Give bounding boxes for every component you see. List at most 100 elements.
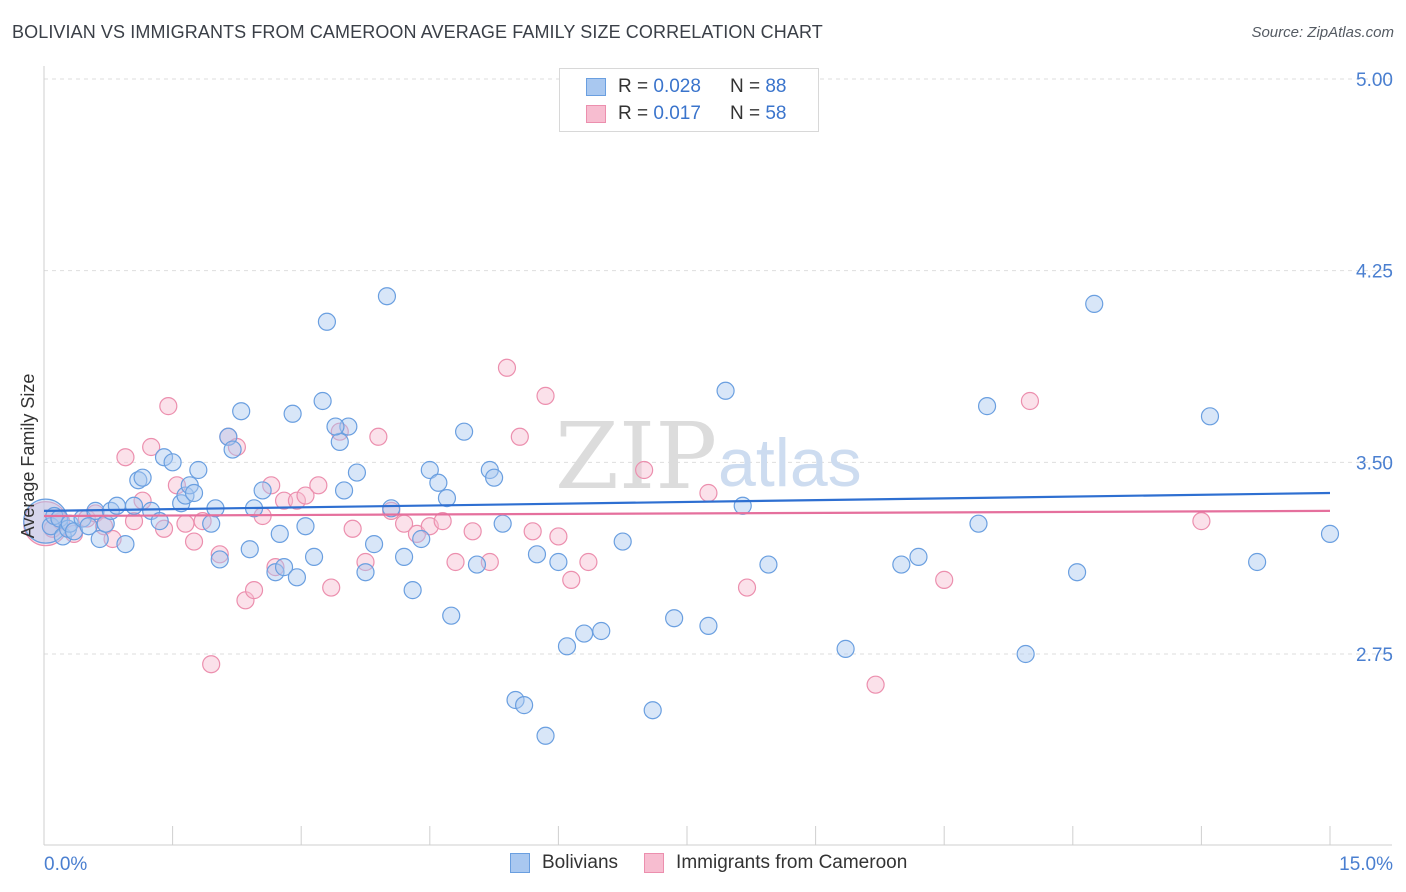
bolivian-point [317,312,337,331]
bolivian-point [184,483,204,503]
bolivian-point [699,616,718,635]
y-tick-label: 3.50 [1356,453,1393,474]
cameroon-point [343,519,362,538]
bolivian-point [1320,524,1340,543]
legend-swatch-pink [586,105,606,123]
bolivian-point [1016,644,1035,664]
bolivian-point [266,563,285,582]
bolivian-point [420,460,439,480]
cameroon-point [866,675,885,694]
bolivian-point [154,448,174,467]
bolivian-point [733,496,752,515]
cameroon-point [369,427,388,446]
bolivian-point [716,381,735,400]
cameroon-point [184,532,204,551]
y-axis-label: Average Family Size [18,374,38,539]
cameroon-point [446,552,465,572]
cameroon-point [699,483,718,503]
y-tick-label: 5.00 [1356,70,1393,91]
bolivian-point [485,468,504,487]
bolivian-point [909,547,928,566]
cameroon-point [142,437,161,457]
bolivian-point [330,432,349,451]
legend-item-bolivians[interactable]: Bolivians [510,852,618,874]
bolivian-point [202,514,221,533]
bolivian-point [1085,294,1104,313]
bolivian-point [347,463,367,482]
cameroon-point [562,570,581,589]
bolivian-point [304,547,324,566]
cameroon-point [322,578,341,597]
bolivian-point [1200,407,1220,426]
bolivian-point [274,558,294,577]
cameroon-point [497,358,517,377]
bolivian-point [339,417,358,436]
bolivian-point [394,547,414,566]
axes [43,66,1392,846]
cameroon-point [1192,512,1211,531]
bolivian-point [454,422,474,441]
cameroon-point [287,491,307,510]
legend-n-label: N = [729,76,761,97]
cameroon-point [309,476,328,495]
cameroon-point [549,527,568,546]
bolivian-point [557,637,577,656]
bolivian-point [549,552,568,572]
legend-row-bolivians: R = 0.028 N = 88 [586,75,786,99]
chart-title: BOLIVIAN VS IMMIGRANTS FROM CAMEROON AVE… [12,22,823,42]
bolivian-point [437,489,457,508]
legend-r-label: R = [618,103,649,124]
cameroon-point [202,655,221,674]
bolivian-point [364,535,384,554]
bolivian-point [313,391,332,411]
bolivian-point [429,473,448,492]
cameroon-point [210,545,229,564]
bolivian-point [1248,552,1267,572]
watermark-atlas: atlas [718,425,862,501]
trend-line-cameroon [43,509,1331,518]
bolivian-point [382,499,401,518]
legend-label-bolivians: Bolivians [542,852,619,873]
bolivian-point [283,404,302,423]
bolivian-point [969,514,988,533]
cameroon-point [159,397,178,416]
bolivian-point [163,453,182,472]
bolivian-point [493,514,512,533]
bolivian-point [356,563,375,582]
bolivian-point [150,512,169,531]
trend-line-bolivians [43,491,1331,512]
cameroon-point [579,552,598,572]
bolivian-point [377,287,397,306]
correlation-legend: R = 0.028 N = 88 R = 0.017 N = 58 [559,68,819,132]
grid-lines [44,78,1392,655]
cameroon-point [124,512,144,531]
bolivian-point [133,468,152,487]
y-tick-label: 2.75 [1356,645,1393,666]
cameroon-point [244,581,264,600]
bolivian-point [210,550,229,569]
bolivian-point [116,535,135,554]
bolivian-point [253,481,272,500]
bolivian-point [326,417,345,436]
legend-item-cameroon[interactable]: Immigrants from Cameroon [644,852,907,874]
bolivian-point [442,606,461,625]
bolivian-point [334,481,354,500]
bolivian-point [90,529,109,549]
series-legend: Bolivians Immigrants from Cameroon [510,852,933,874]
bolivian-point [977,397,997,416]
legend-swatch-bolivians [510,853,530,873]
watermark: ZIP atlas [555,403,862,510]
watermark-zip: ZIP [555,403,717,510]
cameroon-point [433,512,452,531]
bolivian-point [759,555,778,574]
source-label: Source: ZipAtlas.com [1251,24,1394,41]
bolivian-point [892,555,911,574]
bolivian-point [1067,563,1087,582]
cameroon-point [356,552,375,572]
bolivian-point [124,496,144,515]
cameroon-point [935,570,954,589]
bolivian-point [613,532,632,551]
bolivian-point [592,621,611,641]
x-tick-label-max: 15.0% [1339,854,1393,875]
bolivian-point [403,581,422,600]
